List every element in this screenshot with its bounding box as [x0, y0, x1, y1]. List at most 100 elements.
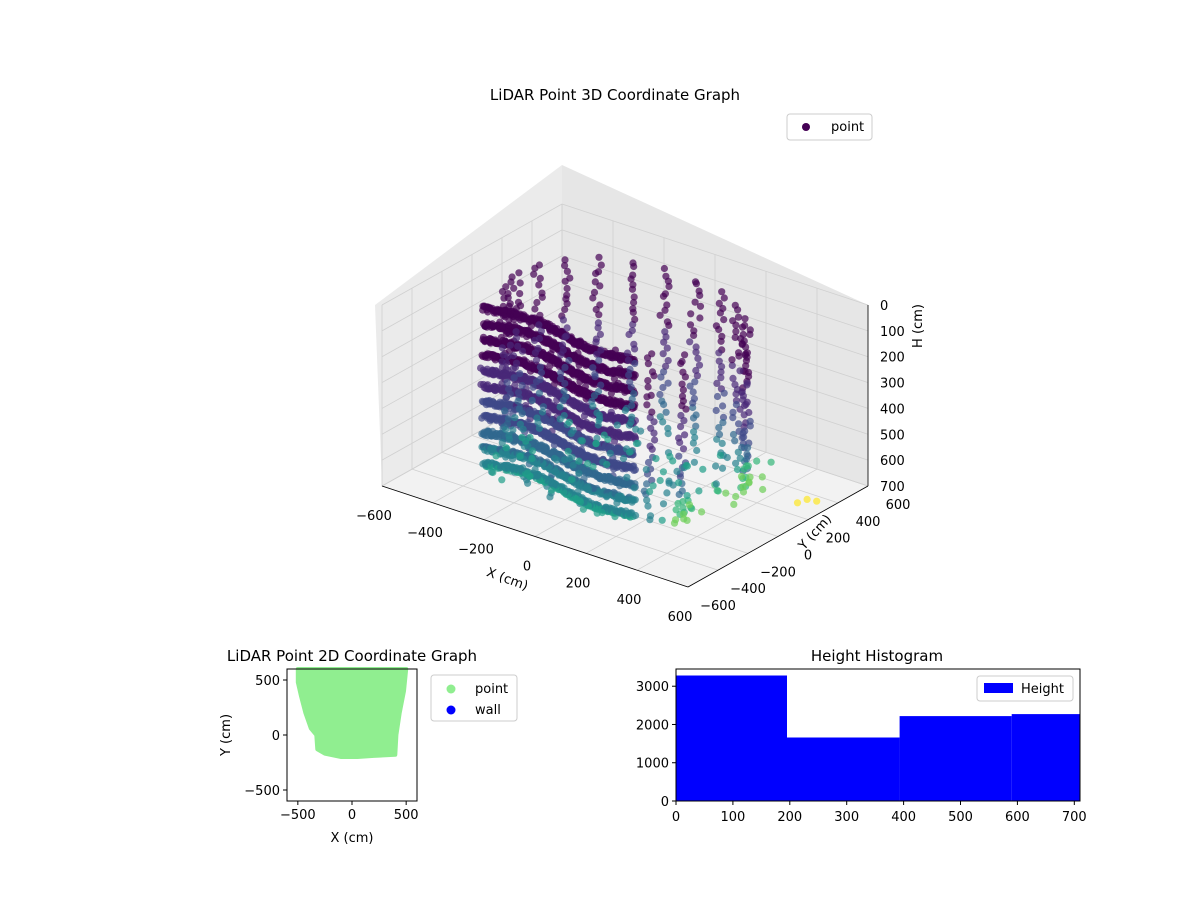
point-3d	[518, 382, 526, 390]
point-3d	[505, 435, 513, 443]
point-3d	[597, 381, 605, 389]
point-3d	[686, 338, 694, 346]
point-3d	[492, 452, 500, 460]
point-3d	[678, 380, 686, 388]
point-3d	[662, 362, 670, 370]
point-3d	[528, 454, 536, 462]
point-3d	[589, 294, 597, 302]
point-3d	[715, 357, 723, 365]
point-3d	[631, 466, 640, 474]
point-3d	[746, 417, 754, 425]
point-3d	[569, 426, 577, 435]
point-3d	[597, 261, 605, 269]
chart-3d-legend: point	[786, 113, 873, 141]
z-tick-label: 0	[880, 299, 888, 314]
point-3d	[509, 426, 517, 434]
x-tick-label: −400	[407, 526, 443, 541]
point-3d	[663, 301, 671, 309]
point-3d	[740, 402, 749, 410]
point-3d	[613, 421, 621, 429]
point-3d	[742, 357, 751, 365]
point-3d	[628, 401, 636, 410]
point-3d	[630, 262, 638, 271]
point-3d	[530, 270, 538, 278]
point-3d	[659, 383, 667, 392]
point-3d	[689, 414, 698, 422]
point-3d	[561, 277, 569, 285]
point-3d	[563, 267, 572, 275]
histogram-bars	[676, 675, 1080, 801]
histogram-legend-box	[976, 675, 1074, 702]
x-tick-label: 100	[720, 810, 745, 825]
point-3d	[679, 397, 688, 405]
point-3d	[662, 408, 670, 416]
point-3d	[557, 369, 565, 377]
point-3d	[503, 379, 511, 387]
chart-2d: LiDAR Point 2D Coordinate Graph −500−500…	[219, 647, 518, 846]
point-3d	[489, 468, 497, 477]
point-3d	[673, 467, 681, 475]
point-3d	[632, 439, 641, 447]
point-3d	[736, 367, 744, 375]
point-3d	[642, 466, 650, 474]
point-3d	[732, 492, 740, 501]
point-3d	[659, 350, 667, 358]
point-3d	[674, 499, 682, 508]
y-tick-label: 400	[856, 515, 881, 530]
point-3d	[679, 386, 688, 394]
y-tick-label: 0	[661, 795, 669, 810]
y-tick-label: −500	[244, 784, 280, 799]
chart-2d-xlabel: X (cm)	[331, 831, 374, 846]
point-3d	[672, 506, 680, 514]
point-3d	[681, 351, 689, 359]
y-tick-label: 500	[255, 674, 280, 689]
point-3d	[696, 314, 704, 322]
point-3d	[715, 299, 723, 307]
point-3d	[512, 328, 520, 336]
point-3d	[501, 407, 509, 415]
point-3d	[536, 363, 545, 371]
point-3d	[693, 446, 701, 455]
chart-2d-legend-marker-wall	[446, 705, 456, 715]
histogram-bar	[787, 737, 900, 801]
point-3d	[662, 333, 670, 341]
grid-back-z	[561, 255, 869, 358]
point-3d	[675, 490, 683, 499]
point-3d	[675, 479, 683, 487]
point-3d	[712, 480, 720, 488]
point-3d	[502, 425, 510, 433]
histogram-legend-swatch	[984, 683, 1013, 693]
point-3d	[767, 458, 775, 466]
x-tick-label: 200	[566, 576, 591, 591]
point-3d	[713, 487, 721, 495]
point-3d	[698, 508, 706, 516]
point-3d	[649, 482, 657, 490]
point-3d	[734, 306, 742, 314]
point-3d	[595, 253, 603, 261]
point-3d	[719, 402, 727, 410]
x-tick-label: 600	[668, 610, 693, 625]
y-tick-label: 0	[272, 729, 280, 744]
point-3d	[685, 501, 694, 509]
point-3d	[537, 327, 546, 335]
point-3d	[731, 437, 739, 445]
point-3d	[758, 473, 766, 481]
histogram-ticks: 0 100 200 300 400 500 600 700 0 1000 2000 3000	[636, 680, 1087, 825]
point-3d	[516, 420, 525, 428]
point-3d	[589, 364, 597, 372]
point-3d	[556, 403, 564, 411]
x-tick-label: 0	[348, 808, 356, 823]
point-3d	[606, 449, 614, 457]
point-3d	[733, 386, 742, 394]
point-3d	[742, 455, 751, 463]
point-3d	[592, 305, 600, 314]
point-3d	[646, 488, 654, 496]
point-3d	[732, 321, 740, 329]
point-3d	[803, 495, 811, 503]
point-3d	[715, 424, 723, 432]
point-3d	[644, 458, 653, 467]
point-3d	[564, 447, 572, 455]
point-3d	[652, 455, 660, 463]
point-3d	[643, 496, 651, 504]
point-3d	[578, 437, 586, 445]
